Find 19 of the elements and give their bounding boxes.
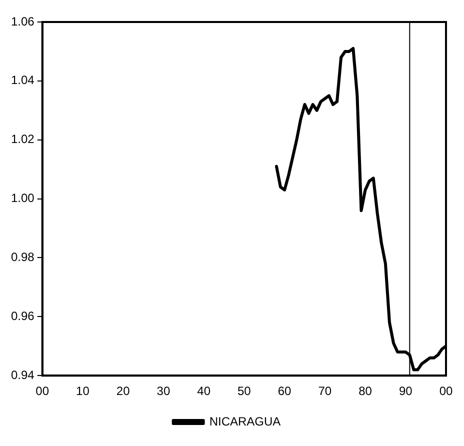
legend-label: NICARAGUA xyxy=(209,414,281,428)
y-tick-label: 0.98 xyxy=(10,250,35,264)
x-tick-label: 00 xyxy=(439,384,453,398)
y-tick-label: 0.96 xyxy=(10,308,35,323)
x-tick-label: 00 xyxy=(36,384,50,398)
x-tick-label: 90 xyxy=(398,384,413,398)
x-tick-label: 40 xyxy=(197,384,211,398)
y-tick-label: 1.06 xyxy=(10,14,35,28)
y-tick-label: 1.02 xyxy=(10,132,35,146)
x-tick-label: 30 xyxy=(156,384,170,398)
x-tick-label: 20 xyxy=(116,384,130,398)
x-tick-label: 60 xyxy=(278,384,292,398)
y-tick-label: 0.94 xyxy=(10,368,35,382)
y-tick-label: 1.00 xyxy=(10,191,35,206)
x-tick-label: 80 xyxy=(358,384,372,398)
y-tick-label: 1.04 xyxy=(10,73,35,88)
x-tick-label: 50 xyxy=(238,384,252,398)
x-tick-label: 10 xyxy=(76,384,90,398)
x-tick-label: 70 xyxy=(318,384,332,398)
